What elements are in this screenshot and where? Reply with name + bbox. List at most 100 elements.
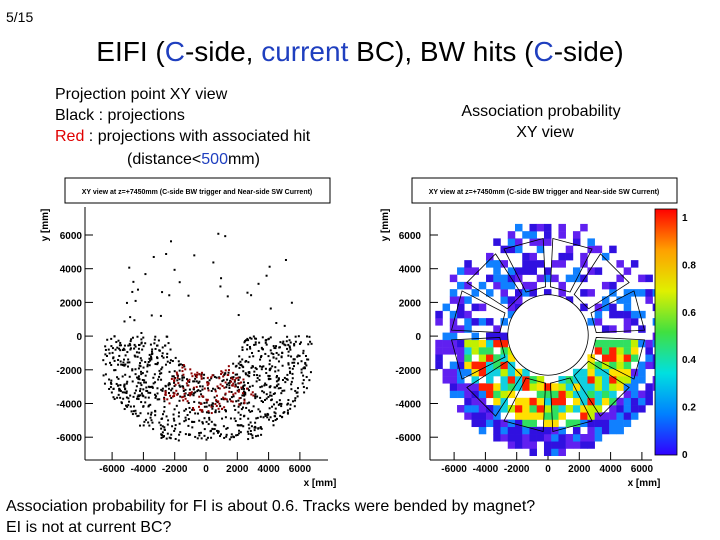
cell <box>104 345 107 348</box>
cell <box>127 344 130 347</box>
cell <box>638 390 646 399</box>
cell <box>191 375 194 378</box>
caption-part: 500 <box>201 151 228 168</box>
cell <box>500 347 509 355</box>
cell <box>210 376 213 379</box>
cell <box>247 432 250 435</box>
cell <box>493 419 501 428</box>
x-tick-label: 0 <box>203 464 209 475</box>
cell <box>235 377 238 380</box>
cell <box>203 434 206 437</box>
cell <box>260 346 263 349</box>
cell <box>558 441 566 449</box>
cell <box>214 411 217 414</box>
cell <box>110 364 113 367</box>
cell <box>146 363 149 366</box>
cell <box>128 342 131 345</box>
cell <box>616 347 624 355</box>
cell <box>283 389 286 392</box>
cell <box>275 376 278 379</box>
cell <box>543 397 552 406</box>
cell <box>294 340 297 343</box>
cell <box>170 240 173 243</box>
cell <box>168 382 171 385</box>
cell <box>205 411 208 414</box>
cell <box>287 363 290 366</box>
cell <box>500 354 509 362</box>
cell <box>279 387 282 390</box>
cell <box>175 389 178 392</box>
cell <box>210 404 213 407</box>
cell <box>139 394 142 397</box>
cell <box>186 414 189 417</box>
cell <box>286 378 289 381</box>
cell <box>269 394 272 397</box>
cell <box>478 281 487 290</box>
cell <box>169 437 172 440</box>
cell <box>277 379 280 382</box>
cell <box>187 294 190 297</box>
cell <box>587 441 595 449</box>
cell <box>111 351 114 354</box>
cell <box>229 417 232 420</box>
cell <box>253 370 256 373</box>
cell <box>457 405 465 413</box>
cell <box>170 377 173 380</box>
cell <box>551 260 559 268</box>
cell <box>188 388 191 391</box>
cell <box>442 376 451 384</box>
cell <box>471 339 480 348</box>
cell <box>178 369 181 372</box>
cell <box>214 409 217 412</box>
cell <box>194 391 197 394</box>
cell <box>178 363 181 366</box>
caption-part: Projection point XY view <box>55 86 228 103</box>
cell <box>471 383 480 391</box>
cell <box>239 360 242 363</box>
cell <box>507 405 516 413</box>
cell <box>221 385 224 388</box>
cell <box>279 414 282 417</box>
cell <box>226 383 229 386</box>
cell <box>118 387 121 390</box>
cell <box>225 398 228 401</box>
cell <box>226 426 229 429</box>
cell <box>124 373 127 376</box>
cell <box>464 354 472 362</box>
cell <box>138 344 141 347</box>
cell <box>119 341 122 344</box>
cell <box>500 383 509 391</box>
cell <box>139 365 142 368</box>
cell <box>156 392 159 395</box>
cell <box>148 364 151 367</box>
cell <box>616 354 624 362</box>
cell <box>272 424 275 427</box>
cell <box>572 231 581 239</box>
cell <box>572 267 581 275</box>
cell <box>120 402 123 405</box>
cell <box>457 376 465 384</box>
cell <box>122 397 125 400</box>
cell <box>246 374 249 377</box>
cell <box>507 245 516 254</box>
cell <box>587 412 595 420</box>
cell <box>258 341 261 344</box>
cell <box>601 303 610 312</box>
cell <box>142 366 145 369</box>
cell <box>623 310 632 319</box>
cell <box>167 383 170 386</box>
cell <box>125 390 128 393</box>
cell <box>237 382 240 385</box>
cell <box>471 332 480 341</box>
cell <box>536 397 545 406</box>
cell <box>551 448 559 457</box>
cell <box>457 368 465 377</box>
cell <box>507 238 516 246</box>
plot-title-box <box>64 177 331 204</box>
cell <box>164 391 167 394</box>
cell <box>217 400 220 403</box>
cell <box>267 355 270 358</box>
plots: XY view at z=+7450mm (C-side BW trigger … <box>40 177 696 489</box>
cell <box>514 397 523 406</box>
cell <box>251 391 254 394</box>
